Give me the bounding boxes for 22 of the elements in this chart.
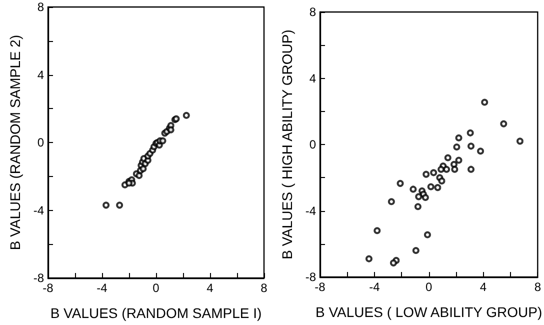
y-axis-title: B VALUES (RANDOM SAMPLE 2)	[7, 34, 23, 250]
y-tick-label: -4	[305, 204, 316, 218]
x-tick-label: 4	[206, 281, 214, 295]
x-tick-label: 8	[534, 280, 542, 294]
x-tick-label: -4	[369, 280, 380, 294]
y-tick-label: 8	[309, 5, 316, 19]
y-axis-title: B VALUES ( HIGH ABILITY GROUP)	[279, 30, 295, 260]
x-tick-label: 0	[152, 281, 160, 295]
x-tick-label: 8	[260, 281, 268, 295]
y-tick-label: 0	[309, 138, 316, 152]
x-tick-label: 0	[425, 280, 432, 294]
y-tick-label: -4	[33, 203, 44, 218]
y-tick-label: -8	[305, 270, 316, 284]
y-tick-label: 4	[37, 68, 44, 82]
x-axis-title: B VALUES (RANDOM SAMPLE I)	[50, 305, 262, 321]
x-tick-label: -4	[96, 281, 108, 295]
y-tick-label: -8	[33, 271, 44, 285]
x-tick-label: 4	[480, 280, 487, 294]
y-tick-label: 8	[37, 0, 44, 14]
y-tick-label: 0	[37, 136, 44, 150]
y-tick-label: 4	[309, 71, 316, 86]
x-axis-title: B VALUES ( LOW ABILITY GROUP)	[316, 304, 542, 320]
